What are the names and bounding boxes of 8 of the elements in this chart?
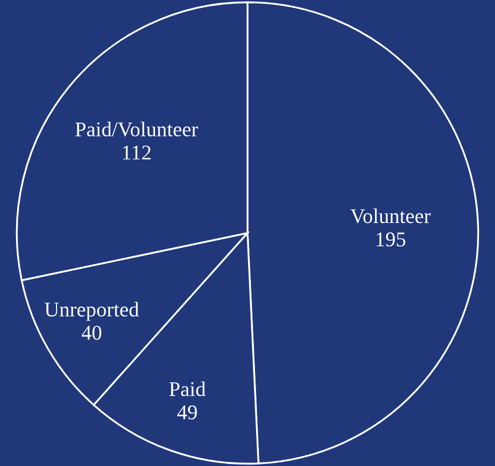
slice-label: Volunteer bbox=[350, 208, 431, 224]
slice-label: Paid/Volunteer bbox=[75, 122, 198, 137]
data-label: 40 bbox=[82, 326, 102, 340]
slice-label: Paid bbox=[169, 382, 206, 396]
data-label: 195 bbox=[376, 232, 406, 246]
data-label: 112 bbox=[123, 146, 151, 160]
slice-label: Unreported bbox=[44, 302, 139, 321]
data-label: 49 bbox=[177, 405, 197, 420]
